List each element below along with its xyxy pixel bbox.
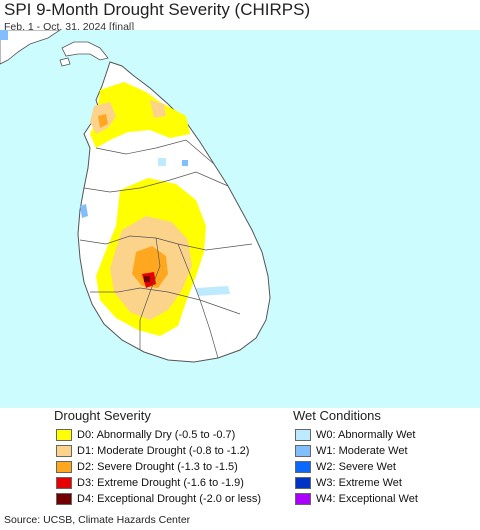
w0-northeast — [158, 158, 166, 166]
d2-central — [132, 246, 168, 288]
legend-label-d0: D0: Abnormally Dry (-0.5 to -0.7) — [77, 429, 236, 441]
legend-swatch-d4 — [56, 493, 72, 505]
source-credit: Source: UCSB, Climate Hazards Center — [4, 514, 191, 526]
d2-north — [98, 114, 108, 128]
legend-swatch-w0 — [295, 429, 311, 441]
legend-swatch-d3 — [56, 477, 72, 489]
legend-item-d0: D0: Abnormally Dry (-0.5 to -0.7) — [56, 428, 235, 442]
legend-label-w0: W0: Abnormally Wet — [316, 429, 416, 441]
d1-north-east — [150, 100, 166, 118]
legend-swatch-w4 — [295, 493, 311, 505]
legend-item-d4: D4: Exceptional Drought (-2.0 or less) — [56, 492, 261, 506]
legend-label-d2: D2: Severe Drought (-1.3 to -1.5) — [77, 461, 238, 473]
wet-spot-india — [0, 30, 8, 40]
legend-swatch-d2 — [56, 461, 72, 473]
map-title: SPI 9-Month Drought Severity (CHIRPS) — [4, 0, 311, 19]
legend-label-w1: W1: Moderate Wet — [316, 445, 408, 457]
legend-label-d3: D3: Extreme Drought (-1.6 to -1.9) — [77, 477, 244, 489]
legend-item-w0: W0: Abnormally Wet — [295, 428, 415, 442]
legend-swatch-d0 — [56, 429, 72, 441]
legend-swatch-w2 — [295, 461, 311, 473]
legend-swatch-w3 — [295, 477, 311, 489]
province-borders — [79, 139, 253, 359]
legend-swatch-w1 — [295, 445, 311, 457]
jaffna-peninsula — [61, 41, 109, 61]
drought-map — [0, 30, 480, 408]
legend-label-w2: W2: Severe Wet — [316, 461, 396, 473]
wet-legend-title: Wet Conditions — [293, 408, 381, 423]
legend-item-w4: W4: Exceptional Wet — [295, 492, 418, 506]
legend-item-w3: W3: Extreme Wet — [295, 476, 402, 490]
legend-label-d1: D1: Moderate Drought (-0.8 to -1.2) — [77, 445, 250, 457]
island-small — [59, 57, 71, 67]
w1-northeast — [182, 160, 188, 166]
legend-item-w1: W1: Moderate Wet — [295, 444, 408, 458]
d4-central — [144, 276, 150, 282]
w0-east — [196, 286, 230, 296]
legend-label-d4: D4: Exceptional Drought (-2.0 or less) — [77, 493, 262, 505]
india-coast — [0, 30, 61, 65]
legend-label-w4: W4: Exceptional Wet — [316, 493, 418, 505]
w1-west — [80, 204, 88, 218]
legend-label-w3: W3: Extreme Wet — [316, 477, 402, 489]
d0-north — [90, 82, 190, 148]
legend-swatch-d1 — [56, 445, 72, 457]
legend-item-d3: D3: Extreme Drought (-1.6 to -1.9) — [56, 476, 244, 490]
legend-item-w2: W2: Severe Wet — [295, 460, 396, 474]
legend-item-d1: D1: Moderate Drought (-0.8 to -1.2) — [56, 444, 249, 458]
legend-item-d2: D2: Severe Drought (-1.3 to -1.5) — [56, 460, 238, 474]
drought-legend-title: Drought Severity — [54, 408, 151, 423]
